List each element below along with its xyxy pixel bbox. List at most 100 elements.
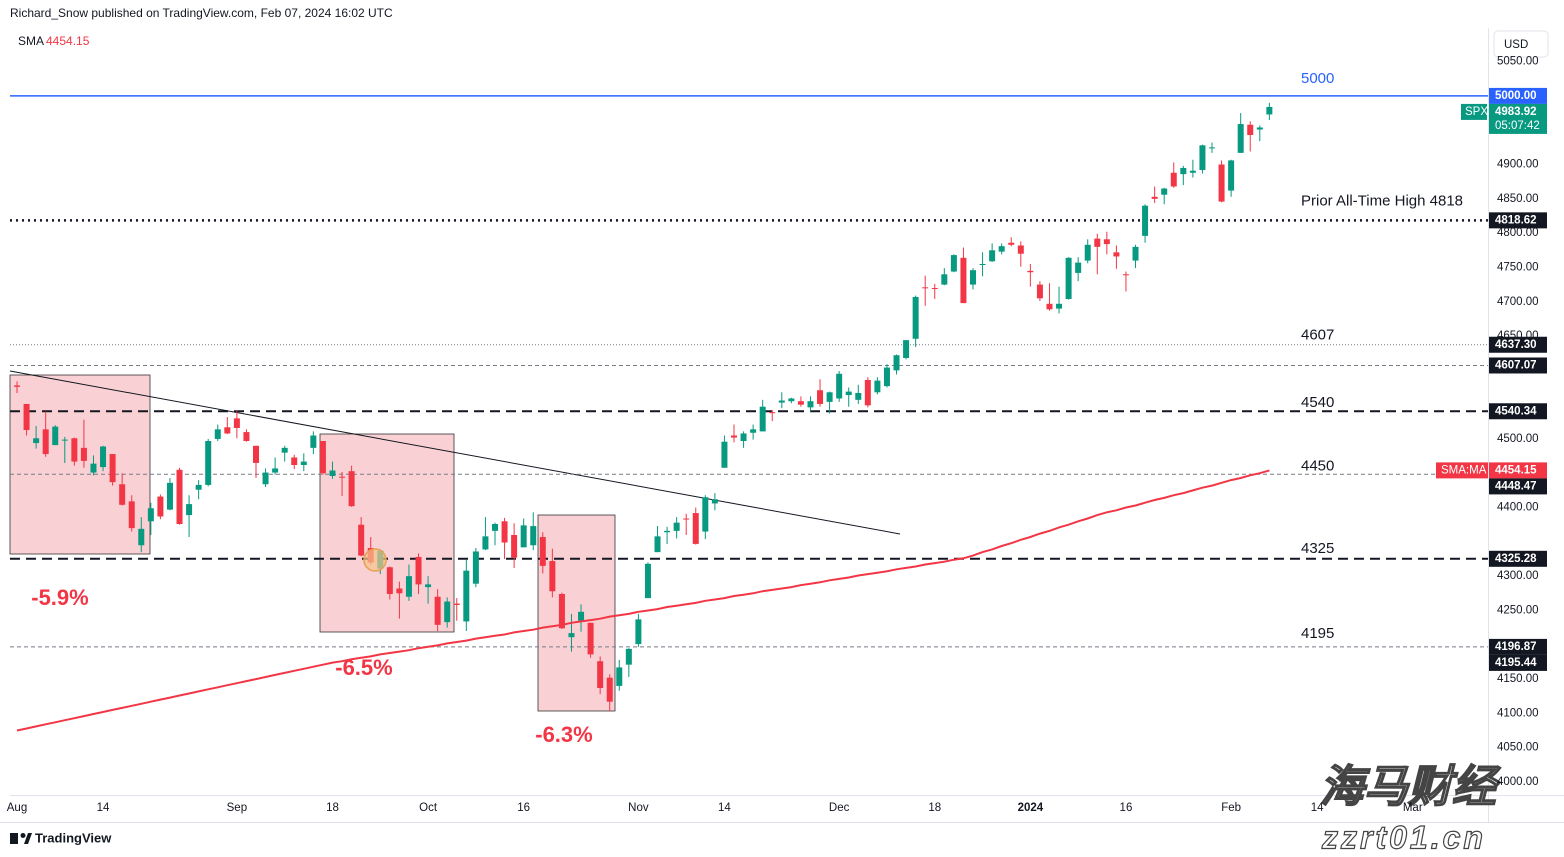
- sma-axis-name: SMA:MA: [1441, 464, 1487, 476]
- candle-body: [711, 499, 718, 504]
- candle-body: [644, 563, 651, 599]
- price-label-box: [1489, 654, 1547, 671]
- candle-body: [434, 596, 441, 625]
- candle-body: [855, 392, 862, 400]
- watermark-name: 海马财经: [1320, 763, 1501, 812]
- candle-body: [109, 454, 116, 483]
- candle-body: [329, 470, 336, 476]
- candle-body: [1228, 160, 1235, 191]
- candle-body: [750, 429, 757, 433]
- annotation: -6.3%: [535, 722, 592, 747]
- candle-body: [874, 380, 881, 393]
- candle-body: [1266, 106, 1273, 115]
- candle-body: [1046, 303, 1053, 310]
- range-box: [9, 374, 151, 555]
- y-tick-label: 4500.00: [1497, 433, 1539, 445]
- x-tick-label: Oct: [419, 802, 438, 814]
- candle-body: [405, 576, 412, 597]
- price-label-box: [1489, 478, 1547, 495]
- candle-body: [1151, 196, 1158, 199]
- candle-body: [922, 287, 929, 289]
- candle-body: [1113, 252, 1120, 257]
- price-label-box: [1489, 87, 1547, 104]
- candle-body: [683, 518, 690, 520]
- candle-body: [176, 469, 183, 525]
- y-tick-label: 4400.00: [1497, 502, 1539, 514]
- candle-body: [970, 270, 976, 285]
- candle-body: [71, 438, 78, 462]
- sma-axis-value: 4454.15: [1495, 464, 1537, 476]
- candle-body: [1209, 147, 1215, 149]
- candle-body: [807, 401, 814, 408]
- x-tick-label: 18: [326, 802, 339, 814]
- candle-body: [157, 496, 164, 517]
- price-label: 4325.28: [1495, 553, 1537, 565]
- candle-body: [1056, 303, 1063, 309]
- candle-body: [262, 472, 269, 485]
- price-label: 4607.07: [1495, 360, 1537, 372]
- candle-body: [635, 619, 642, 645]
- candle-body: [119, 484, 126, 505]
- candle-body: [654, 536, 661, 553]
- candle-body: [80, 447, 87, 461]
- candle-body: [42, 429, 49, 455]
- candle-body: [1027, 270, 1034, 273]
- sma-line: [16, 469, 1270, 732]
- candle-body: [272, 468, 279, 473]
- candle-body: [453, 603, 460, 605]
- candle-body: [893, 355, 900, 371]
- sma-axis-name-box: [1436, 462, 1488, 479]
- candle-body: [539, 537, 546, 566]
- candle-body: [797, 401, 804, 405]
- candle-body: [224, 427, 231, 434]
- level-text: Prior All-Time High 4818: [1301, 192, 1463, 209]
- candle-body: [1247, 124, 1254, 136]
- candle-body: [147, 508, 154, 522]
- publisher: Richard_Snow published on TradingView.co…: [10, 6, 393, 20]
- candle-body: [492, 524, 498, 531]
- price-label: 4637.30: [1495, 339, 1537, 351]
- candle-body: [1065, 257, 1072, 299]
- candle-body: [14, 385, 20, 387]
- candle-body: [788, 398, 795, 402]
- level-text: 4195: [1301, 625, 1334, 642]
- candle-body: [310, 435, 317, 448]
- candle-body: [960, 257, 967, 304]
- sma-axis-box: [1489, 462, 1547, 479]
- candle-body: [425, 584, 432, 588]
- candle-body: [606, 677, 613, 702]
- trendline: [9, 370, 901, 535]
- candle-body: [673, 522, 680, 531]
- plot: [10, 95, 1488, 732]
- candle-body: [941, 274, 948, 285]
- level-text: 4325: [1301, 540, 1334, 557]
- candle-body: [300, 461, 307, 466]
- candle-body: [731, 435, 737, 438]
- currency-box[interactable]: [1493, 30, 1549, 58]
- price-label-box: [1489, 550, 1547, 567]
- x-tick-label: 14: [97, 802, 110, 814]
- candle-body: [1036, 284, 1043, 299]
- countdown: 05:07:42: [1495, 120, 1540, 132]
- candle-body: [243, 432, 250, 441]
- candle-body: [186, 504, 193, 516]
- x-tick-label: Mar: [1403, 802, 1423, 814]
- x-tick-label: Nov: [628, 802, 649, 814]
- candle-body: [253, 445, 259, 463]
- candle-body: [692, 513, 699, 544]
- logo-mark: [24, 833, 32, 844]
- candle-body: [291, 457, 298, 466]
- last-price: 4983.92: [1495, 106, 1537, 118]
- y-tick-label: 4150.00: [1497, 673, 1539, 685]
- candle-body: [989, 250, 996, 262]
- candle-body: [578, 611, 585, 621]
- sma-legend-name: SMA: [18, 34, 44, 48]
- candle-body: [100, 446, 107, 468]
- candle-body: [1218, 164, 1225, 202]
- candle-body: [214, 429, 221, 439]
- y-tick-label: 4300.00: [1497, 570, 1539, 582]
- y-tick-label: 5050.00: [1497, 56, 1539, 68]
- candle-body: [1189, 170, 1196, 173]
